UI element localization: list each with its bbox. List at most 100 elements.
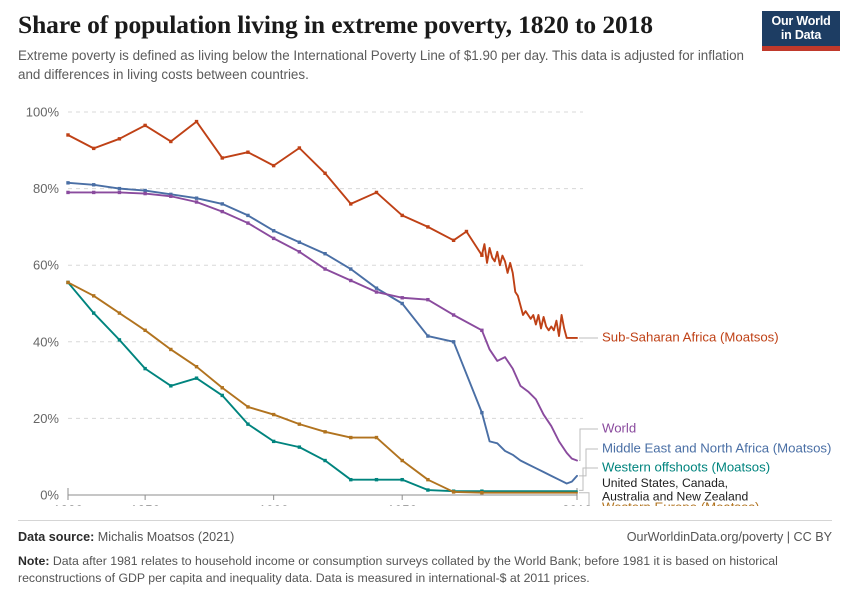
x-axis-tick-label: 2018 xyxy=(562,503,592,506)
series-connector-western-europe xyxy=(579,492,590,506)
series-marker xyxy=(143,191,147,196)
owid-url[interactable]: OurWorldinData.org/poverty | CC BY xyxy=(626,530,832,544)
series-line-3[interactable] xyxy=(67,281,578,493)
series-marker xyxy=(323,171,327,175)
series-marker xyxy=(246,221,250,225)
series-marker xyxy=(480,491,484,495)
series-marker xyxy=(143,328,147,333)
series-marker xyxy=(426,297,430,302)
series-marker xyxy=(297,250,302,254)
series-marker xyxy=(480,328,484,333)
chart-area[interactable]: 0% 20% 40% 60% 80% 100% 1820 1850 1900 1950 2018 Su… xyxy=(0,98,850,506)
series-connector-world xyxy=(579,428,598,462)
series-marker xyxy=(143,188,147,193)
series-marker xyxy=(271,236,276,241)
chart-note-label: Note: xyxy=(18,554,50,568)
y-axis-tick-label: 0% xyxy=(40,488,59,503)
series-marker xyxy=(117,190,122,195)
x-axis-tick-label: 1900 xyxy=(259,503,289,506)
series-marker xyxy=(451,490,456,494)
data-source: Data source: Michalis Moatsos (2021) xyxy=(18,530,234,544)
line-chart-svg[interactable]: 0% 20% 40% 60% 80% 100% 1820 1850 1900 1950 2018 Su… xyxy=(0,98,850,506)
series-marker xyxy=(349,435,353,440)
series-marker xyxy=(349,278,353,283)
series-marker xyxy=(297,240,302,244)
data-source-label: Data source: xyxy=(18,530,95,544)
series-label-western-offshoots[interactable]: Western offshoots (Moatsos) xyxy=(602,459,770,474)
series-marker xyxy=(66,280,70,285)
chart-footer: Data source: Michalis Moatsos (2021) Our… xyxy=(18,520,832,588)
owid-logo-line2: in Data xyxy=(780,27,822,42)
series-marker xyxy=(426,225,430,229)
series-marker xyxy=(169,192,173,197)
series-label-world[interactable]: World xyxy=(602,420,636,435)
series-marker xyxy=(246,213,250,218)
series-marker xyxy=(297,445,302,449)
owid-logo-line1: Our World xyxy=(771,14,831,28)
series-label-middle-east-north-africa[interactable]: Middle East and North Africa (Moatsos) xyxy=(602,440,831,455)
series-marker xyxy=(220,156,224,160)
series-marker xyxy=(117,186,122,191)
series-marker xyxy=(374,286,379,290)
chart-note-value: Data after 1981 relates to household inc… xyxy=(18,554,778,586)
series-marker xyxy=(117,137,122,141)
series-marker xyxy=(220,202,224,206)
series-marker xyxy=(246,150,250,154)
series-line-4[interactable] xyxy=(67,281,578,494)
series-marker xyxy=(194,196,199,200)
series-marker xyxy=(374,435,379,440)
series-label-sub-saharan-africa[interactable]: Sub-Saharan Africa (Moatsos) xyxy=(602,329,779,344)
series-marker xyxy=(400,477,404,482)
series-marker xyxy=(323,252,327,256)
series-marker xyxy=(194,364,199,369)
series-marker xyxy=(297,422,302,426)
series-marker xyxy=(374,290,379,294)
series-marker xyxy=(246,422,250,426)
series-marker xyxy=(349,202,353,206)
series-marker xyxy=(220,393,224,398)
series-line-0[interactable] xyxy=(67,120,578,339)
series-label-western-europe[interactable]: Western Europe (Moatsos) xyxy=(602,499,759,506)
series-marker xyxy=(400,213,404,218)
series-marker xyxy=(426,488,430,492)
y-axis-tick-label: 20% xyxy=(33,411,59,426)
series-marker xyxy=(92,294,96,298)
series-connector-mena xyxy=(579,448,598,477)
series-marker xyxy=(426,334,430,338)
series-marker xyxy=(220,386,224,390)
series-marker xyxy=(169,384,173,388)
series-marker xyxy=(246,405,250,409)
series-marker xyxy=(323,267,327,271)
footer-divider xyxy=(18,520,832,521)
series-marker xyxy=(271,229,276,233)
series-marker xyxy=(169,347,173,352)
series-marker xyxy=(271,163,276,168)
series-marker xyxy=(374,477,379,482)
y-axis-tick-label: 100% xyxy=(26,105,60,120)
series-line-2[interactable] xyxy=(67,191,578,462)
y-axis-tick-label: 80% xyxy=(33,181,59,196)
y-axis-tick-label: 40% xyxy=(33,334,59,349)
series-marker xyxy=(400,301,404,306)
series-marker xyxy=(271,412,276,417)
x-axis-tick-label: 1820 xyxy=(53,503,83,506)
series-marker xyxy=(374,190,379,195)
series-marker xyxy=(117,338,122,342)
chart-note: Note: Data after 1981 relates to househo… xyxy=(18,553,832,588)
series-marker xyxy=(464,229,469,234)
series-marker xyxy=(169,139,173,144)
data-source-value: Michalis Moatsos (2021) xyxy=(94,530,235,544)
series-marker xyxy=(400,296,404,300)
series-marker xyxy=(117,311,122,315)
series-marker xyxy=(194,200,199,204)
series-marker xyxy=(400,458,404,463)
series-line-1[interactable] xyxy=(67,181,578,485)
series-marker xyxy=(297,146,302,150)
owid-logo[interactable]: Our World in Data xyxy=(762,11,840,51)
series-marker xyxy=(194,119,199,124)
y-axis-tick-label: 60% xyxy=(33,258,59,273)
series-marker xyxy=(92,146,96,151)
series-connector-western-offshoots xyxy=(579,467,598,491)
x-axis-tick-label: 1950 xyxy=(387,503,417,506)
